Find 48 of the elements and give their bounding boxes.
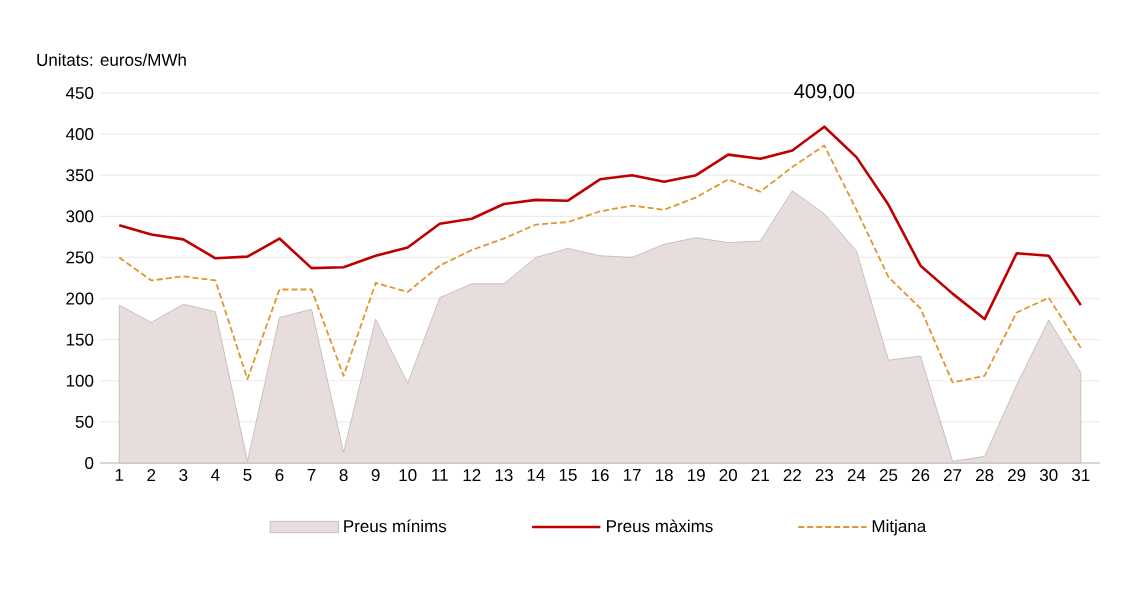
x-tick-label: 9 xyxy=(371,469,380,482)
x-tick-label: 30 xyxy=(1039,469,1058,482)
x-tick-label: 14 xyxy=(527,469,545,481)
y-tick-label: 350 xyxy=(66,169,94,182)
y-tick-label: 300 xyxy=(66,210,94,223)
x-tick-label: 1 xyxy=(115,469,124,481)
x-tick-label: 10 xyxy=(399,469,417,482)
legend-label: Preus mínims xyxy=(344,519,447,533)
x-tick-label: 5 xyxy=(243,469,252,481)
x-tick-label: 28 xyxy=(976,469,994,482)
x-tick-label: 7 xyxy=(307,469,316,481)
line-series xyxy=(117,125,1083,321)
y-tick-label: 50 xyxy=(75,415,94,428)
x-tick-label: 26 xyxy=(911,469,930,482)
x-tick-label: 21 xyxy=(751,469,769,481)
x-tick-label: 11 xyxy=(432,469,448,481)
x-tick-label: 20 xyxy=(719,469,737,482)
x-tick-label: 12 xyxy=(463,469,481,481)
legend-label: Preus màxims xyxy=(607,519,713,533)
x-tick-label: 4 xyxy=(211,469,220,481)
y-tick-label: 450 xyxy=(65,86,94,99)
x-tick-label: 24 xyxy=(847,469,866,481)
x-tick-label: 8 xyxy=(339,469,348,482)
y-tick-label: 0 xyxy=(85,456,94,469)
x-tick-label: 3 xyxy=(179,469,188,482)
x-tick-label: 13 xyxy=(495,469,513,482)
x-tick-label: 18 xyxy=(655,469,673,482)
x-tick-label: 29 xyxy=(1008,469,1026,482)
x-tick-label: 16 xyxy=(591,469,609,482)
line-series xyxy=(118,144,1082,384)
x-tick-label: 27 xyxy=(943,469,962,481)
y-tick-label: 250 xyxy=(66,251,94,264)
x-tick-label: 15 xyxy=(559,469,577,481)
y-tick-label: 200 xyxy=(66,292,94,305)
x-tick-label: 22 xyxy=(783,469,801,481)
x-tick-label: 17 xyxy=(623,469,641,481)
y-tick-label: 150 xyxy=(66,333,94,346)
x-tick-label: 25 xyxy=(879,469,898,482)
x-tick-label: 23 xyxy=(815,469,834,482)
x-tick-label: 19 xyxy=(687,469,705,482)
annotation: 409,00 xyxy=(794,84,855,101)
x-tick-label: 31 xyxy=(1071,469,1090,482)
y-axis-title: Unitats: euros/MWh xyxy=(37,53,186,66)
x-tick-label: 2 xyxy=(147,469,156,481)
y-tick-label: 100 xyxy=(66,374,94,387)
legend-label: Mitjana xyxy=(872,519,927,536)
y-tick-label: 400 xyxy=(65,128,94,141)
x-tick-label: 6 xyxy=(275,469,284,482)
